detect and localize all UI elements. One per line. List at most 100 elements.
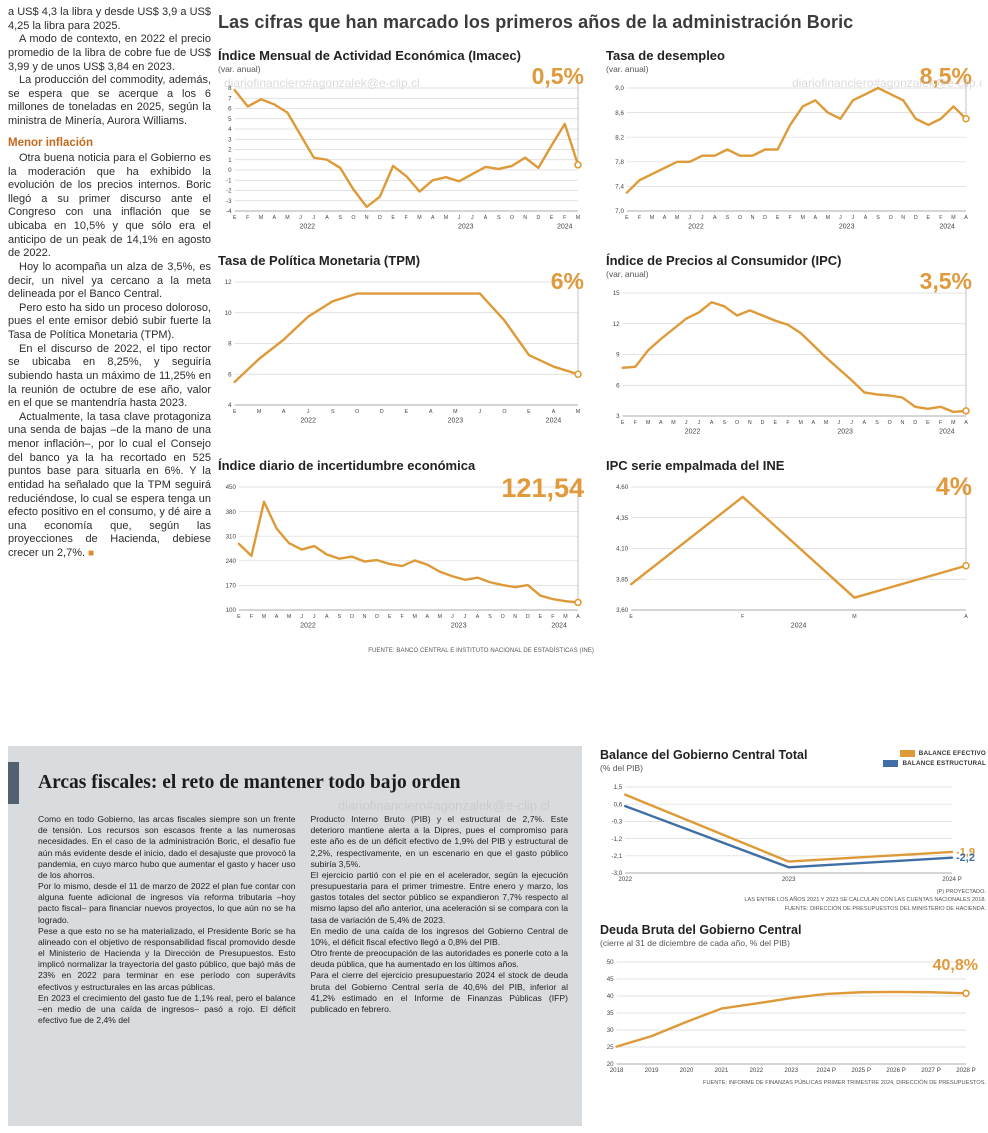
svg-text:M: M xyxy=(576,215,580,221)
arcas-column-2: Producto Interno Bruto (PIB) y el estruc… xyxy=(311,814,569,1026)
svg-text:O: O xyxy=(735,420,739,426)
svg-text:2022: 2022 xyxy=(299,224,315,231)
svg-text:A: A xyxy=(282,409,286,415)
svg-text:J: J xyxy=(300,614,303,620)
charts-source-note: FUENTE: BANCO CENTRAL E INSTITUTO NACION… xyxy=(368,648,594,654)
svg-text:E: E xyxy=(527,409,531,415)
paragraph: Pero esto ha sido un proceso doloroso, p… xyxy=(8,301,211,341)
chart-highlight-value: 3,5% xyxy=(919,268,972,294)
svg-text:-2: -2 xyxy=(226,188,232,195)
svg-text:2: 2 xyxy=(228,147,232,154)
svg-text:M: M xyxy=(453,409,457,415)
arcas-title: Arcas fiscales: el reto de mantener todo… xyxy=(38,772,461,793)
chart-subtitle: (var. anual) xyxy=(606,64,649,74)
svg-text:A: A xyxy=(576,614,580,620)
paragraph: a US$ 4,3 la libra y desde US$ 3,9 a US$… xyxy=(8,6,211,32)
svg-text:-2,2: -2,2 xyxy=(956,852,975,864)
svg-text:25: 25 xyxy=(607,1044,614,1051)
chart-subtitle: (% del PIB) xyxy=(600,763,643,773)
svg-text:2022: 2022 xyxy=(618,876,632,883)
chart-grid: Índice Mensual de Actividad Económica (I… xyxy=(218,48,984,654)
svg-text:E: E xyxy=(926,420,930,426)
svg-text:-2,1: -2,1 xyxy=(612,853,623,860)
svg-text:S: S xyxy=(723,420,727,426)
paragraph: En 2023 el crecimiento del gasto fue de … xyxy=(38,992,296,1026)
svg-text:A: A xyxy=(964,215,968,221)
svg-text:50: 50 xyxy=(607,959,614,966)
paragraph: Como en todo Gobierno, las arcas fiscale… xyxy=(38,814,296,880)
svg-text:450: 450 xyxy=(226,484,237,491)
svg-text:2024 P: 2024 P xyxy=(942,876,962,883)
fiscal-charts: Balance del Gobierno Central Total (% de… xyxy=(600,748,986,1088)
svg-text:J: J xyxy=(313,215,316,221)
chart-highlight-value: 8,5% xyxy=(919,63,972,89)
chart-subtitle: (cierre al 31 de diciembre de cada año, … xyxy=(600,938,790,949)
svg-text:M: M xyxy=(563,614,567,620)
svg-text:E: E xyxy=(233,409,237,415)
svg-text:A: A xyxy=(964,614,968,620)
svg-text:E: E xyxy=(391,215,395,221)
svg-text:4,10: 4,10 xyxy=(616,546,629,553)
chart-deuda: Deuda Bruta del Gobierno Central (cierre… xyxy=(600,923,986,1087)
svg-text:D: D xyxy=(380,409,384,415)
svg-text:J: J xyxy=(479,409,482,415)
article-end-marker: ■ xyxy=(88,548,95,559)
svg-text:2023: 2023 xyxy=(782,876,796,883)
paragraph: Hoy lo acompaña un alza de 3,5%, es deci… xyxy=(8,260,211,301)
svg-text:D: D xyxy=(761,420,765,426)
chart-ipc-ine: IPC serie empalmada del INE 4% 4,60 4,35 4… xyxy=(606,458,984,650)
svg-text:F: F xyxy=(405,215,409,221)
svg-text:A: A xyxy=(862,420,866,426)
chart-title: Índice de Precios al Consumidor (IPC) xyxy=(606,253,842,268)
svg-text:2022: 2022 xyxy=(300,623,316,630)
svg-text:S: S xyxy=(875,420,879,426)
svg-text:S: S xyxy=(338,215,342,221)
svg-text:O: O xyxy=(510,215,514,221)
svg-text:2024: 2024 xyxy=(939,224,955,231)
svg-text:15: 15 xyxy=(613,290,620,297)
svg-text:3,60: 3,60 xyxy=(616,607,629,614)
footnote-line: LAS ENTRE LOS AÑOS 2021 Y 2023 SE CALCUL… xyxy=(744,897,986,904)
svg-text:F: F xyxy=(246,215,250,221)
svg-text:40: 40 xyxy=(607,993,614,1000)
chart-tpm: Tasa de Política Monetaria (TPM) 6% 12 10… xyxy=(218,253,596,445)
svg-text:2022: 2022 xyxy=(685,429,701,436)
svg-text:M: M xyxy=(257,409,261,415)
svg-text:N: N xyxy=(365,215,369,221)
legend-label-estructural: BALANCE ESTRUCTURAL xyxy=(902,760,986,767)
svg-text:S: S xyxy=(726,215,730,221)
svg-text:2023: 2023 xyxy=(448,418,464,425)
svg-text:240: 240 xyxy=(226,558,237,565)
svg-text:3: 3 xyxy=(616,413,620,420)
svg-text:3,85: 3,85 xyxy=(616,576,629,583)
svg-text:D: D xyxy=(375,614,379,620)
paragraph: Otra buena noticia para el Gobierno es l… xyxy=(8,151,211,260)
svg-text:A: A xyxy=(426,614,430,620)
svg-text:E: E xyxy=(773,420,777,426)
svg-text:A: A xyxy=(710,420,714,426)
svg-text:F: F xyxy=(250,614,254,620)
svg-text:A: A xyxy=(812,420,816,426)
chart-title: Deuda Bruta del Gobierno Central xyxy=(600,923,802,938)
svg-text:O: O xyxy=(502,409,506,415)
svg-text:O: O xyxy=(738,215,742,221)
svg-text:2028 P: 2028 P xyxy=(956,1067,976,1074)
svg-text:7,4: 7,4 xyxy=(615,184,624,191)
svg-text:9,0: 9,0 xyxy=(615,85,624,92)
svg-text:J: J xyxy=(458,215,461,221)
article-intro-paragraphs: a US$ 4,3 la libra y desde US$ 3,9 a US$… xyxy=(8,6,211,129)
svg-text:E: E xyxy=(237,614,241,620)
svg-text:N: N xyxy=(523,215,527,221)
deuda-footnote: FUENTE: INFORME DE FINANZAS PÚBLICAS PRI… xyxy=(703,1080,986,1087)
svg-text:E: E xyxy=(233,215,237,221)
svg-text:M: M xyxy=(417,215,421,221)
arcas-header: Arcas fiscales: el reto de mantener todo… xyxy=(8,762,582,804)
svg-text:A: A xyxy=(552,409,556,415)
svg-text:3: 3 xyxy=(228,136,232,143)
svg-text:O: O xyxy=(355,409,359,415)
svg-text:F: F xyxy=(939,215,943,221)
balance-title-row: Balance del Gobierno Central Total (% de… xyxy=(600,748,986,773)
line-chart-svg: 4,60 4,35 4,10 3,85 3,60E F M A 2024 xyxy=(616,478,970,630)
paragraph: A modo de contexto, en 2022 el precio pr… xyxy=(8,33,211,73)
